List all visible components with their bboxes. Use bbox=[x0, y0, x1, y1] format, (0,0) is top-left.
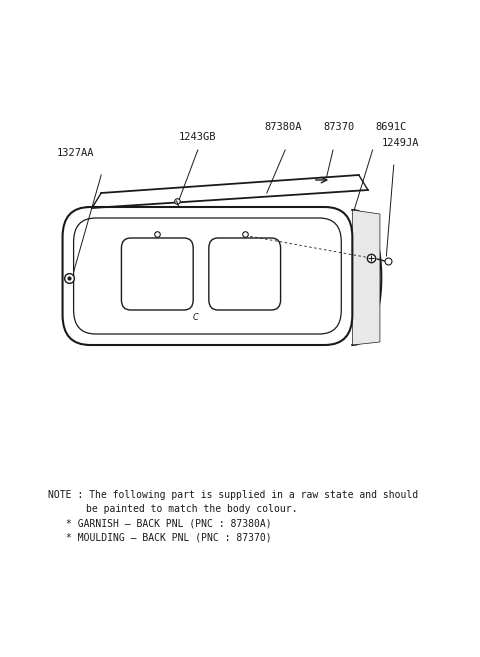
Text: * GARNISH – BACK PNL (PNC : 87380A): * GARNISH – BACK PNL (PNC : 87380A) bbox=[66, 518, 272, 528]
Text: C: C bbox=[193, 313, 199, 323]
Text: 1327AA: 1327AA bbox=[57, 148, 95, 158]
Text: 87380A: 87380A bbox=[264, 122, 302, 132]
Text: * MOULDING – BACK PNL (PNC : 87370): * MOULDING – BACK PNL (PNC : 87370) bbox=[66, 532, 272, 542]
Text: 1243GB: 1243GB bbox=[179, 132, 216, 142]
PathPatch shape bbox=[62, 207, 352, 345]
PathPatch shape bbox=[209, 238, 281, 310]
Text: 87370: 87370 bbox=[323, 122, 354, 132]
Text: 1249JA: 1249JA bbox=[382, 138, 419, 148]
PathPatch shape bbox=[121, 238, 193, 310]
Polygon shape bbox=[352, 210, 380, 345]
Text: NOTE : The following part is supplied in a raw state and should: NOTE : The following part is supplied in… bbox=[48, 490, 418, 500]
Text: 8691C: 8691C bbox=[375, 122, 407, 132]
Text: be painted to match the body colour.: be painted to match the body colour. bbox=[86, 504, 298, 514]
